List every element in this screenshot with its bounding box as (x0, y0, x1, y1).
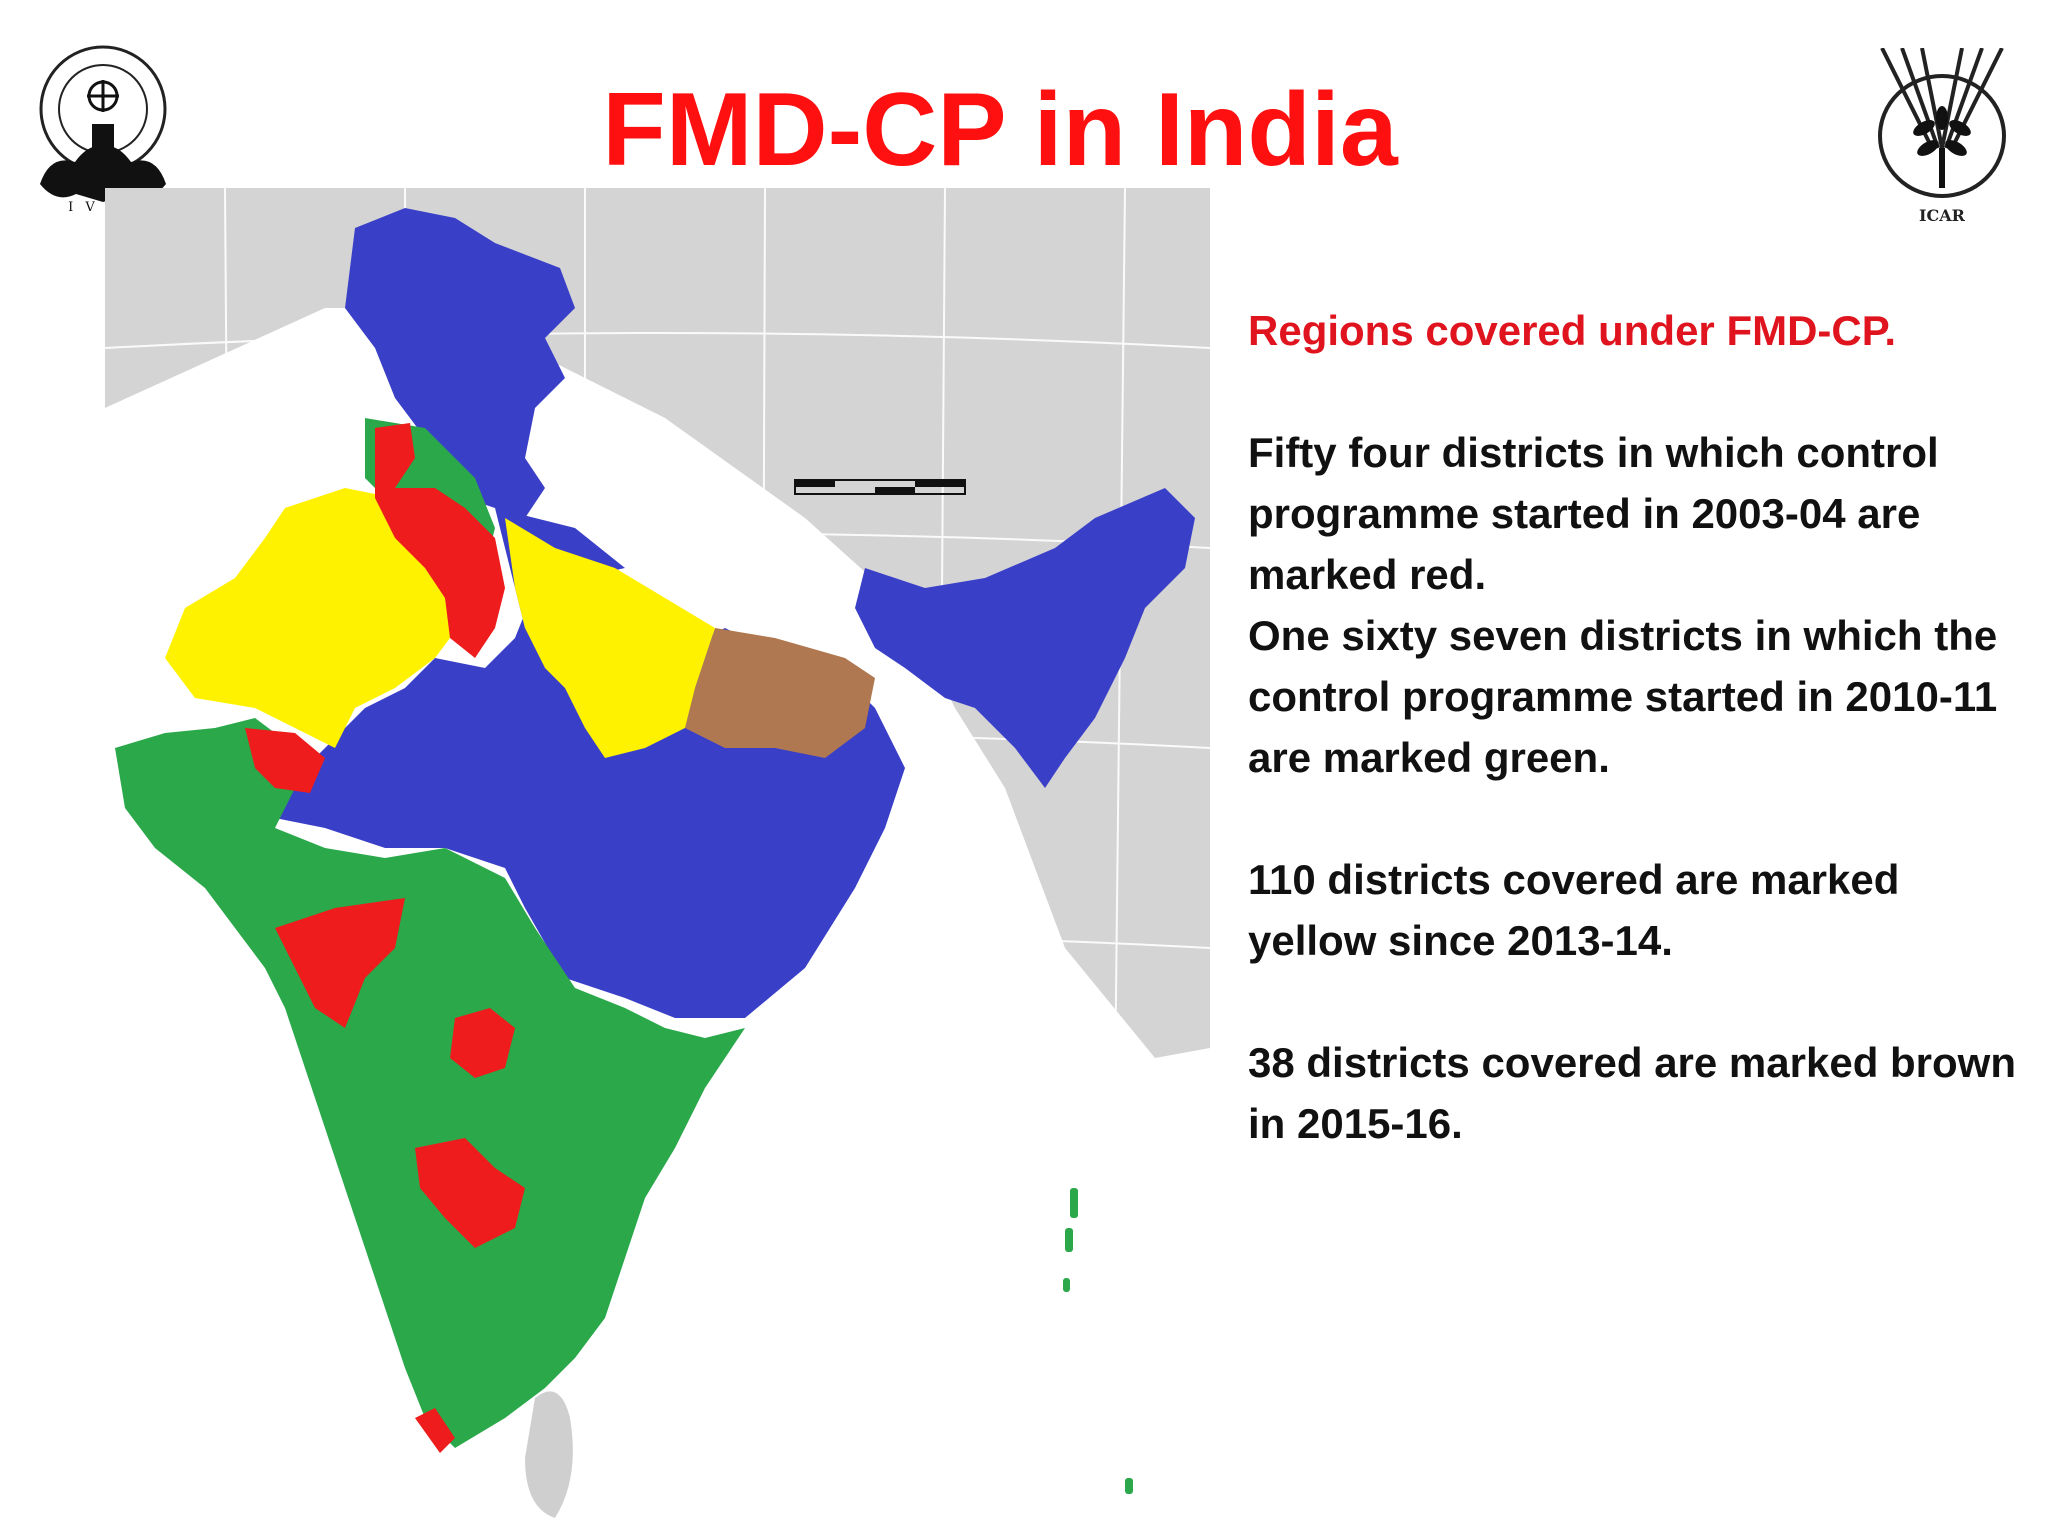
icar-wheat-emblem-icon (1878, 47, 2006, 198)
sri-lanka-land (525, 1391, 573, 1518)
icar-logo: ICAR (1862, 47, 2022, 228)
legend-text-panel: Regions covered under FMD-CP. Fifty four… (1248, 300, 2018, 1154)
region-blue-north (345, 208, 575, 518)
slide-title: FMD-CP in India (602, 72, 1398, 188)
region-red-gujarat (245, 728, 325, 793)
red-districts-text: Fifty four districts in which control pr… (1248, 429, 1939, 598)
region-red-telangana (450, 1008, 515, 1078)
region-green-west-south (115, 718, 745, 1448)
region-red-south (415, 1138, 525, 1248)
region-red-punjab-haryana (375, 423, 505, 658)
region-yellow-rajasthan (165, 488, 465, 748)
icar-logo-caption: ICAR (1919, 206, 1965, 225)
region-red-tip (415, 1408, 455, 1453)
ivri-emblem-icon (39, 45, 167, 202)
neighbour-land (105, 188, 1210, 1058)
regions-heading: Regions covered under FMD-CP. (1248, 307, 1897, 354)
andaman-nicobar-islands (1063, 1188, 1133, 1494)
yellow-districts-text: 110 districts covered are marked yellow … (1248, 856, 1900, 964)
region-red-maharashtra (275, 898, 405, 1028)
region-blue-northeast (855, 488, 1195, 788)
region-blue-central (275, 508, 905, 1018)
brown-districts-text: 38 districts covered are marked brown in… (1248, 1039, 2016, 1147)
region-yellow-up (505, 518, 715, 758)
green-districts-text: One sixty seven districts in which the c… (1248, 612, 1998, 781)
india-district-map (105, 188, 1210, 1533)
region-brown-bihar (685, 628, 875, 758)
map-scale-bar (794, 479, 966, 495)
